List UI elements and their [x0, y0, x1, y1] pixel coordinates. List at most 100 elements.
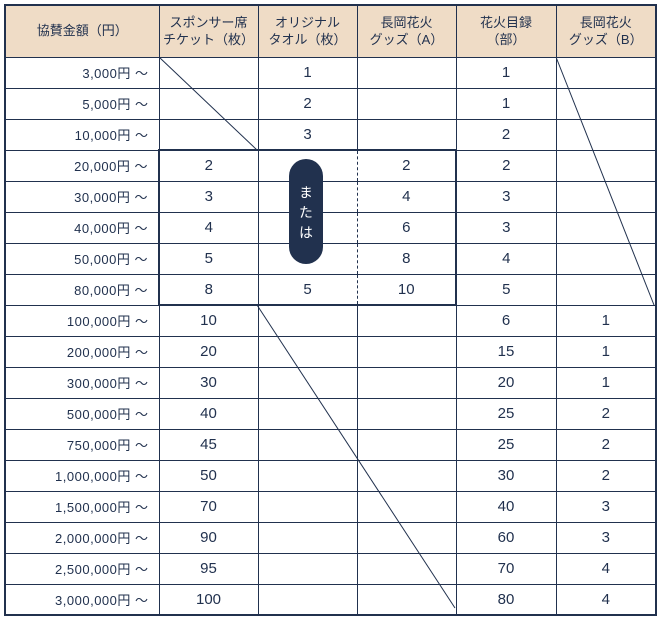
col-header-goods-b: 長岡花火グッズ（B）: [556, 5, 656, 57]
cell-towel: [258, 305, 357, 336]
cell-catalog: 30: [456, 460, 556, 491]
cell-goods-b: [556, 88, 656, 119]
cell-towel: 5: [258, 274, 357, 305]
cell-amount: 500,000円 ～: [5, 398, 159, 429]
cell-catalog: 15: [456, 336, 556, 367]
cell-goods-a: [357, 522, 456, 553]
cell-amount: 1,000,000円 ～: [5, 460, 159, 491]
col-header-catalog: 花火目録（部）: [456, 5, 556, 57]
cell-goods-b: [556, 212, 656, 243]
cell-goods-a: [357, 429, 456, 460]
cell-ticket: 50: [159, 460, 258, 491]
cell-goods-a: [357, 553, 456, 584]
cell-goods-a: 6: [357, 212, 456, 243]
cell-catalog: 2: [456, 150, 556, 181]
cell-ticket: 8: [159, 274, 258, 305]
cell-towel: [258, 584, 357, 615]
cell-catalog: 80: [456, 584, 556, 615]
cell-towel: 1: [258, 57, 357, 88]
cell-amount: 100,000円 ～: [5, 305, 159, 336]
cell-amount: 10,000円 ～: [5, 119, 159, 150]
col-header-amount: 協賛金額（円）: [5, 5, 159, 57]
cell-towel: 3: [258, 119, 357, 150]
cell-ticket: 2: [159, 150, 258, 181]
cell-goods-b: 2: [556, 429, 656, 460]
cell-ticket: 40: [159, 398, 258, 429]
cell-goods-b: 2: [556, 398, 656, 429]
cell-amount: 2,500,000円 ～: [5, 553, 159, 584]
cell-goods-b: [556, 119, 656, 150]
cell-ticket: 5: [159, 243, 258, 274]
cell-towel: [258, 522, 357, 553]
cell-ticket: 45: [159, 429, 258, 460]
cell-catalog: 4: [456, 243, 556, 274]
cell-goods-a: 4: [357, 181, 456, 212]
cell-amount: 5,000円 ～: [5, 88, 159, 119]
cell-ticket: [159, 57, 258, 88]
cell-towel: 2: [258, 88, 357, 119]
cell-goods-b: [556, 57, 656, 88]
cell-catalog: 3: [456, 212, 556, 243]
col-header-ticket: スポンサー席チケット（枚）: [159, 5, 258, 57]
cell-goods-b: 2: [556, 460, 656, 491]
cell-catalog: 5: [456, 274, 556, 305]
cell-ticket: [159, 119, 258, 150]
cell-goods-a: [357, 57, 456, 88]
cell-ticket: 10: [159, 305, 258, 336]
cell-goods-a: [357, 119, 456, 150]
cell-goods-b: [556, 181, 656, 212]
cell-amount: 1,500,000円 ～: [5, 491, 159, 522]
cell-goods-a: [357, 336, 456, 367]
cell-goods-a: 2: [357, 150, 456, 181]
cell-towel: [258, 429, 357, 460]
table-row: 30,000円 ～3443: [5, 181, 656, 212]
cell-amount: 300,000円 ～: [5, 367, 159, 398]
cell-catalog: 25: [456, 398, 556, 429]
table-row: 750,000円 ～45252: [5, 429, 656, 460]
cell-ticket: 70: [159, 491, 258, 522]
cell-goods-b: 4: [556, 584, 656, 615]
cell-goods-b: 1: [556, 367, 656, 398]
cell-ticket: [159, 88, 258, 119]
cell-amount: 40,000円 ～: [5, 212, 159, 243]
cell-amount: 30,000円 ～: [5, 181, 159, 212]
table-row: 1,500,000円 ～70403: [5, 491, 656, 522]
table-row: 200,000円 ～20151: [5, 336, 656, 367]
or-pill: または: [289, 159, 323, 264]
cell-ticket: 4: [159, 212, 258, 243]
cell-amount: 200,000円 ～: [5, 336, 159, 367]
cell-ticket: 90: [159, 522, 258, 553]
cell-towel: [258, 336, 357, 367]
table-row: 80,000円 ～85105: [5, 274, 656, 305]
col-header-towel: オリジナルタオル（枚）: [258, 5, 357, 57]
cell-catalog: 6: [456, 305, 556, 336]
table-row: 3,000,000円 ～100804: [5, 584, 656, 615]
table-row: 2,500,000円 ～95704: [5, 553, 656, 584]
cell-amount: 50,000円 ～: [5, 243, 159, 274]
cell-amount: 3,000円 ～: [5, 57, 159, 88]
cell-catalog: 1: [456, 57, 556, 88]
cell-goods-a: [357, 398, 456, 429]
cell-goods-b: 1: [556, 336, 656, 367]
cell-goods-b: [556, 274, 656, 305]
cell-catalog: 2: [456, 119, 556, 150]
cell-goods-a: [357, 88, 456, 119]
table-row: 50,000円 ～5584: [5, 243, 656, 274]
cell-goods-b: 4: [556, 553, 656, 584]
cell-catalog: 3: [456, 181, 556, 212]
cell-goods-a: [357, 305, 456, 336]
table-row: 1,000,000円 ～50 302: [5, 460, 656, 491]
cell-towel: [258, 460, 357, 491]
cell-amount: 3,000,000円 ～: [5, 584, 159, 615]
col-header-goods-a: 長岡花火グッズ（A）: [357, 5, 456, 57]
cell-catalog: 20: [456, 367, 556, 398]
cell-goods-b: [556, 243, 656, 274]
cell-goods-a: 8: [357, 243, 456, 274]
cell-goods-a: [357, 460, 456, 491]
cell-ticket: 30: [159, 367, 258, 398]
cell-ticket: 95: [159, 553, 258, 584]
cell-goods-b: 3: [556, 491, 656, 522]
cell-catalog: 60: [456, 522, 556, 553]
cell-goods-b: 1: [556, 305, 656, 336]
cell-towel: [258, 367, 357, 398]
